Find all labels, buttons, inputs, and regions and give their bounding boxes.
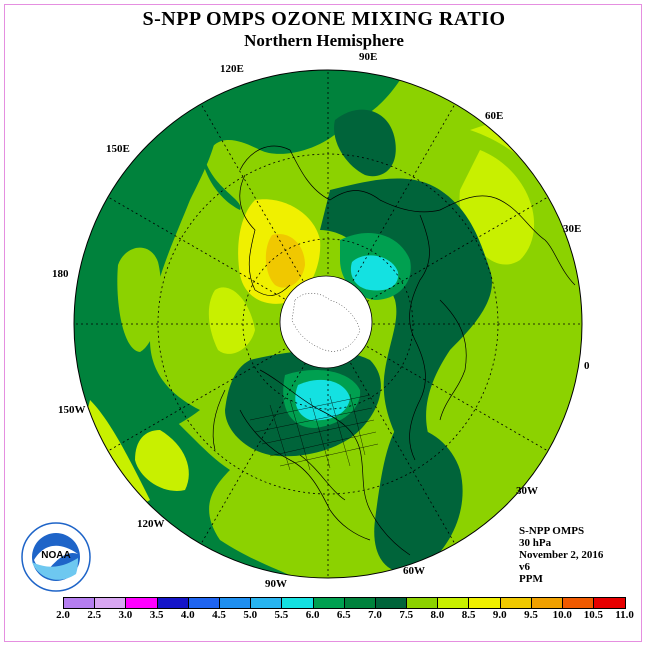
- coastlines: [212, 145, 576, 556]
- lon-label-90w: 90W: [265, 578, 287, 590]
- colorbar-tick-label: 10.5: [583, 609, 604, 621]
- lon-label-0: 0: [584, 360, 590, 372]
- field-9: [265, 234, 305, 288]
- lon-label-150w: 150W: [58, 404, 86, 416]
- colorbar: [63, 597, 627, 609]
- colorbar-cell: [375, 598, 408, 608]
- info-units: PPM: [519, 573, 543, 585]
- colorbar-tick-label: 2.5: [87, 609, 102, 621]
- field-65-north: [200, 70, 400, 210]
- field-7-north: [334, 109, 396, 177]
- info-level: 30 hPa: [519, 537, 552, 549]
- colorbar-cell: [438, 598, 470, 608]
- colorbar-tick-label: 10.0: [552, 609, 572, 621]
- map-boundary: [73, 69, 583, 579]
- colorbar-cell: [64, 598, 96, 608]
- polar-gap-coast: [291, 293, 361, 352]
- colorbar-tick-label: 5.0: [243, 609, 258, 621]
- field-55-east: [350, 255, 399, 291]
- noaa-logo-text: NOAA: [41, 550, 70, 561]
- lon-label-150e: 150E: [106, 143, 130, 155]
- colorbar-tick-label: 3.5: [149, 609, 164, 621]
- colorbar-tick-label: 2.0: [56, 609, 70, 621]
- info-version: v6: [519, 561, 530, 573]
- image-frame: [4, 4, 642, 642]
- colorbar-cell: [282, 598, 314, 608]
- field-8-central: [208, 287, 255, 354]
- colorbar-cell: [563, 598, 595, 608]
- colorbar-cell: [157, 598, 189, 608]
- lon-label-90e: 90E: [359, 51, 378, 63]
- lon-label-120w: 120W: [137, 518, 165, 530]
- colorbar-tick-label: 6.0: [305, 609, 320, 621]
- colorbar-cell: [469, 598, 501, 608]
- map-subtitle: Northern Hemisphere: [244, 31, 404, 50]
- field-75-west: [117, 247, 161, 352]
- lon-label-30w: 30W: [516, 485, 538, 497]
- colorbar-tick-label: 8.0: [430, 609, 445, 621]
- colorbar-tick-label: 9.5: [524, 609, 538, 621]
- lon-label-120e: 120E: [220, 63, 244, 75]
- noaa-logo: NOAA: [21, 522, 91, 592]
- colorbar-tick-label: 4.0: [180, 609, 195, 621]
- colorbar-cell: [313, 598, 345, 608]
- lon-label-30e: 30E: [563, 223, 582, 235]
- colorbar-tick-label: 4.5: [212, 609, 226, 621]
- colorbar-tick-label: 7.0: [368, 609, 382, 621]
- colorbar-cell: [219, 598, 252, 608]
- field-8-west-edge: [80, 400, 150, 506]
- lon-label-60w: 60W: [403, 565, 425, 577]
- colorbar-tick-label: 5.5: [274, 609, 289, 621]
- colorbar-tick-label: 11.0: [615, 609, 634, 621]
- field-7-atlantic: [374, 427, 463, 573]
- colorbar-cell: [594, 598, 626, 608]
- field-55-namerica: [295, 379, 350, 421]
- colorbar-tick-label: 8.5: [461, 609, 476, 621]
- colorbar-cell: [188, 598, 220, 608]
- map-title: S-NPP OMPS OZONE MIXING RATIO: [142, 8, 506, 30]
- state-borders: [249, 393, 379, 471]
- info-instrument: S-NPP OMPS: [519, 525, 585, 537]
- field-8-ne: [459, 150, 535, 265]
- colorbar-cell: [126, 598, 158, 608]
- colorbar-cell: [500, 598, 532, 608]
- lon-label-180: 180: [52, 268, 69, 280]
- colorbar-tick-label: 9.0: [492, 609, 507, 621]
- meridians: [74, 70, 582, 578]
- colorbar-cell: [344, 598, 376, 608]
- colorbar-cell: [95, 598, 127, 608]
- info-date: November 2, 2016: [519, 549, 604, 561]
- field-8-southwest: [135, 430, 189, 491]
- colorbar-cell: [531, 598, 563, 608]
- polar-gap: [279, 275, 373, 369]
- colorbar-cell: [407, 598, 439, 608]
- colorbar-tick-label: 3.0: [118, 609, 133, 621]
- colorbar-tick-label: 6.5: [336, 609, 351, 621]
- colorbar-cell: [251, 598, 283, 608]
- colorbar-tick-label: 7.5: [399, 609, 414, 621]
- lon-label-60e: 60E: [485, 110, 504, 122]
